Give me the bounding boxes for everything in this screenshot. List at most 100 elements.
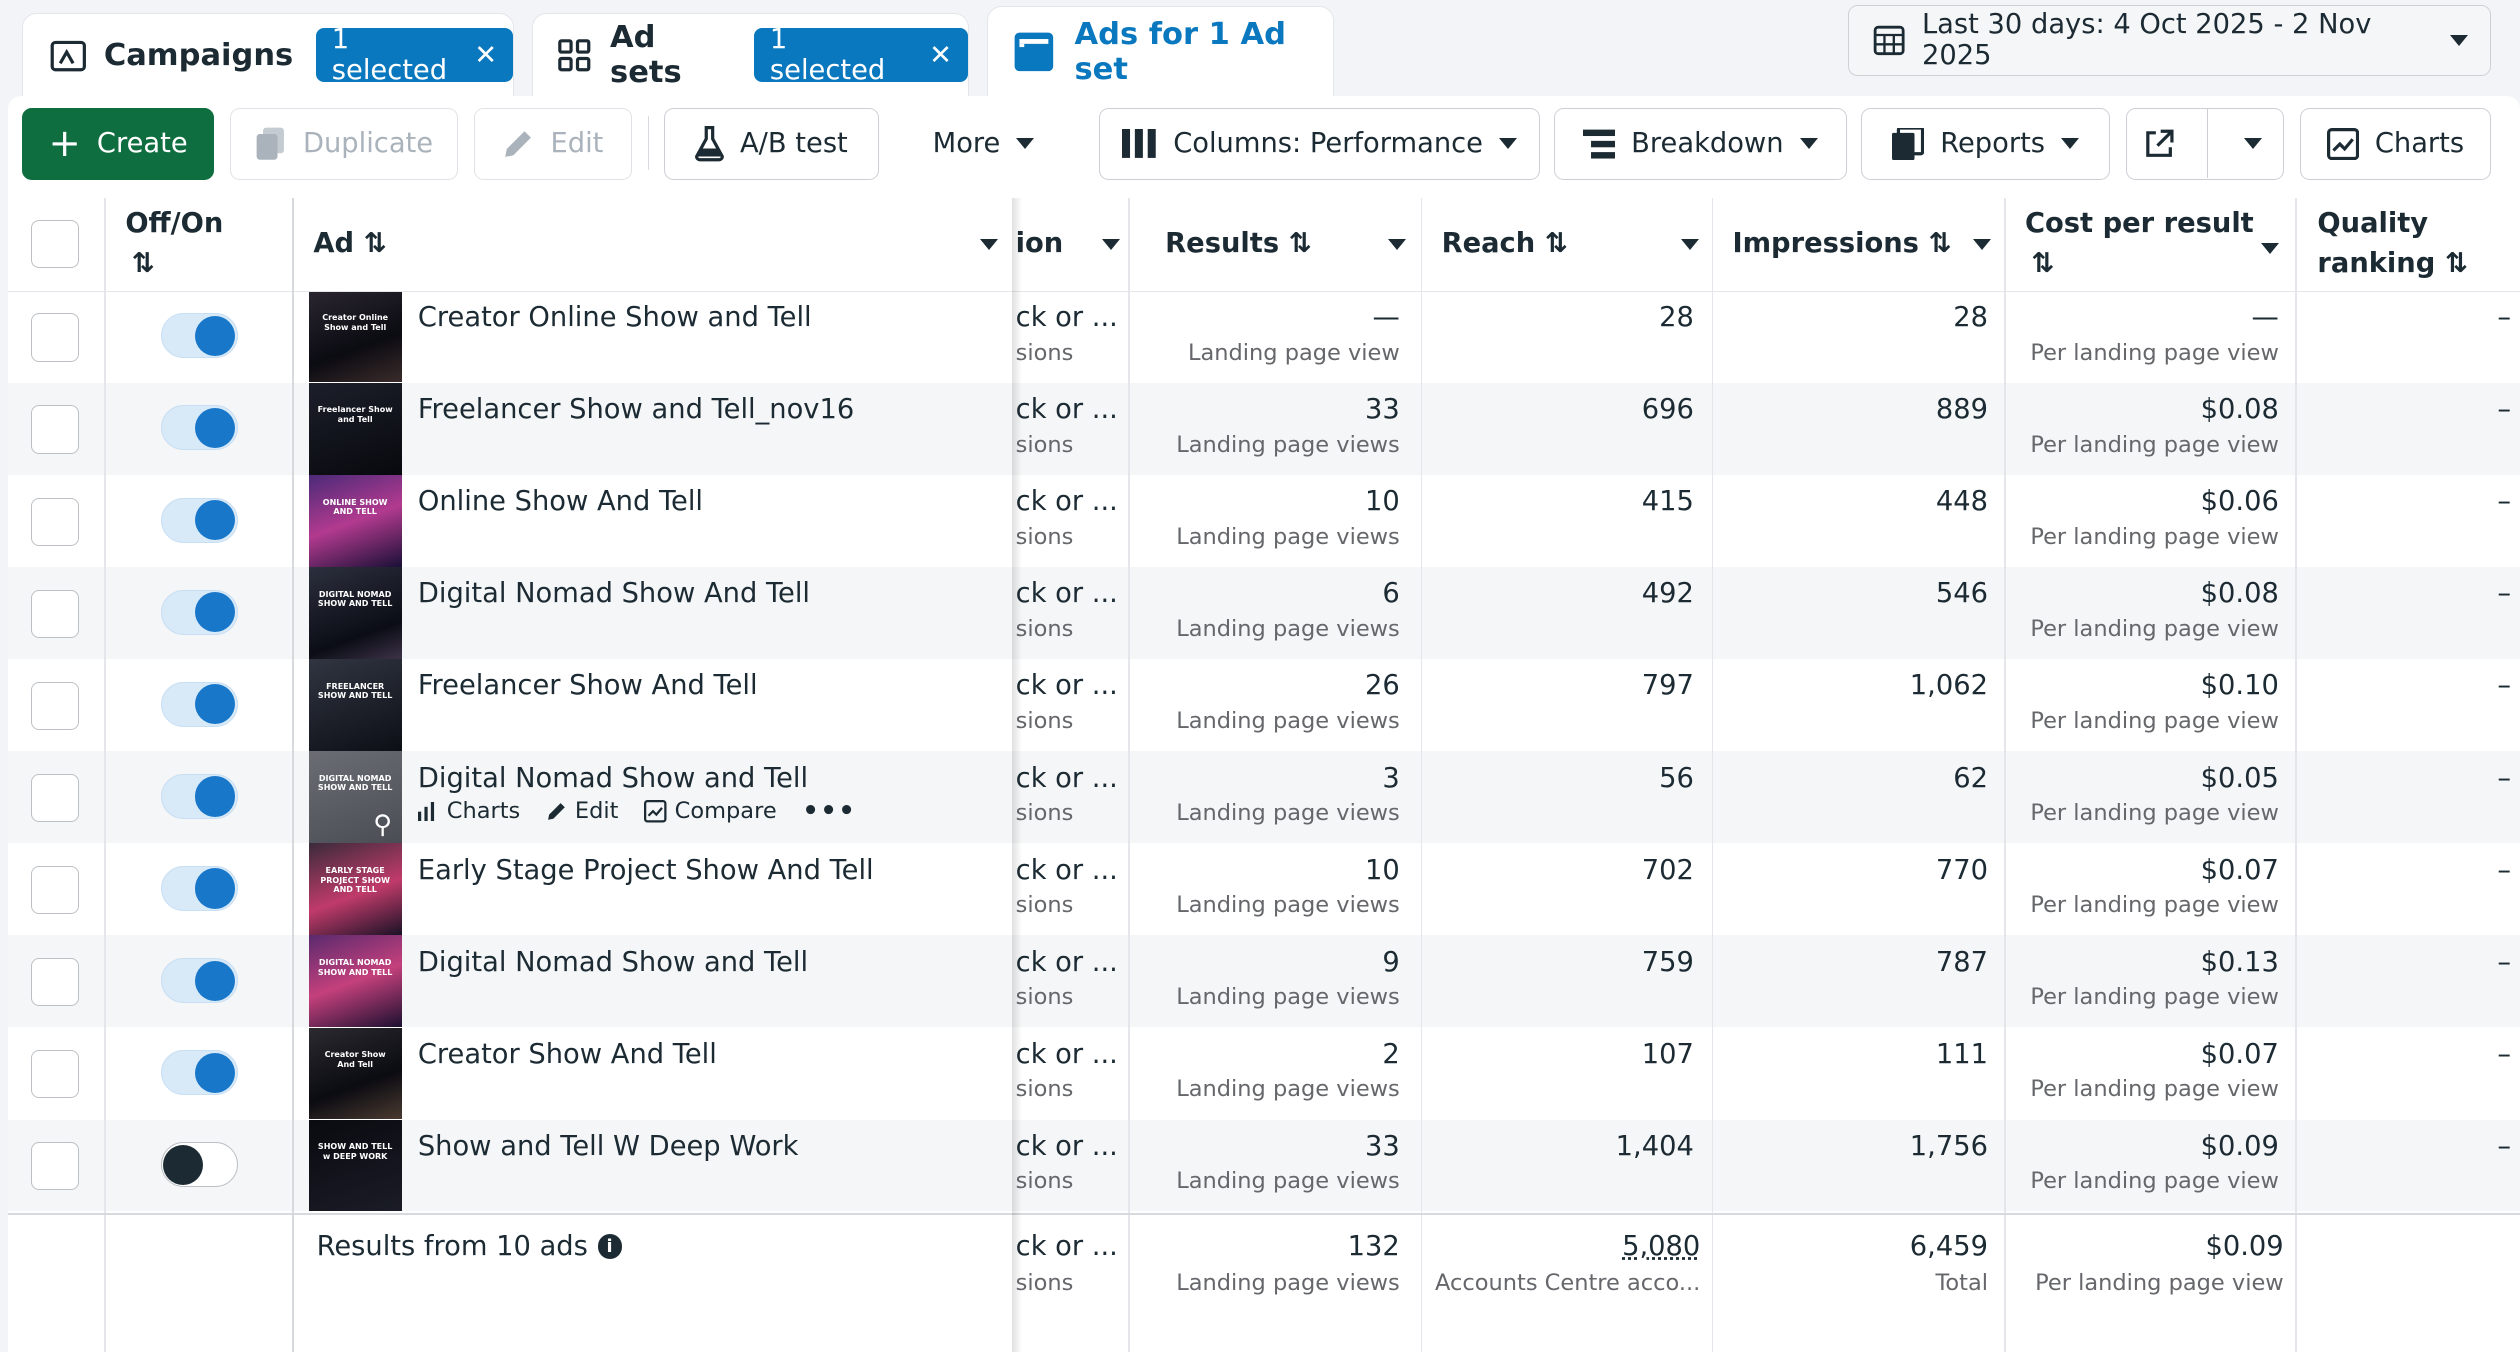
zoom-icon[interactable]: ⚲	[373, 809, 393, 840]
ad-toggle[interactable]	[160, 1142, 238, 1188]
export-icon[interactable]	[2127, 128, 2191, 160]
table-row[interactable]: FREELANCER SHOW AND TELL Freelancer Show …	[8, 659, 2520, 751]
row-checkbox[interactable]	[30, 497, 79, 546]
close-icon[interactable]: ✕	[474, 39, 498, 71]
edit-button[interactable]: Edit	[474, 107, 632, 180]
ad-thumbnail[interactable]: Creator Online Show and Tell	[308, 290, 402, 383]
row-checkbox[interactable]	[30, 957, 79, 1007]
ad-thumbnail[interactable]: DIGITAL NOMAD SHOW AND TELL	[308, 935, 402, 1028]
table-row[interactable]: EARLY STAGE PROJECT SHOW AND TELL Early S…	[8, 843, 2520, 935]
ad-name[interactable]: Show and Tell W Deep Work	[417, 1130, 799, 1162]
totals-reach-value[interactable]: 5,080	[1622, 1231, 1701, 1263]
ad-thumbnail[interactable]: DIGITAL NOMAD SHOW AND TELL ⚲	[308, 751, 402, 843]
reports-button[interactable]: Reports	[1861, 107, 2111, 180]
ad-name[interactable]: Creator Online Show and Tell	[417, 302, 812, 334]
more-button[interactable]: More	[895, 108, 1072, 180]
tab-ads[interactable]: Ads for 1 Ad set	[986, 6, 1334, 97]
ad-name[interactable]: Digital Nomad Show and Tell	[417, 762, 809, 794]
row-checkbox[interactable]	[30, 1050, 79, 1099]
row-compare-action[interactable]: Compare	[644, 798, 777, 824]
ad-toggle[interactable]	[160, 405, 238, 451]
ad-toggle[interactable]	[160, 865, 238, 911]
cost-value: $0.10	[2200, 670, 2279, 702]
ad-toggle[interactable]	[160, 773, 238, 819]
row-checkbox[interactable]	[30, 681, 79, 730]
ad-name[interactable]: Creator Show And Tell	[417, 1038, 717, 1070]
ad-name[interactable]: Online Show And Tell	[417, 486, 704, 518]
table-row[interactable]: ONLINE SHOW AND TELL Online Show And Tell…	[8, 475, 2520, 567]
ad-toggle[interactable]	[160, 681, 238, 727]
table-row[interactable]: DIGITAL NOMAD SHOW AND TELL Digital Nomad…	[8, 935, 2520, 1028]
select-all-checkbox[interactable]	[30, 220, 79, 269]
ad-toggle[interactable]	[160, 589, 238, 635]
duplicate-button[interactable]: Duplicate	[229, 107, 459, 180]
sort-icon[interactable]: ⇅	[2031, 248, 2055, 280]
date-range-picker[interactable]: Last 30 days: 4 Oct 2025 - 2 Nov 2025	[1848, 4, 2491, 76]
ad-thumbnail[interactable]: EARLY STAGE PROJECT SHOW AND TELL	[308, 843, 402, 935]
row-checkbox[interactable]	[30, 773, 79, 822]
ad-thumbnail[interactable]: Creator Show And Tell	[308, 1027, 402, 1120]
breakdown-button[interactable]: Breakdown	[1554, 107, 1847, 180]
ad-name[interactable]: Freelancer Show and Tell_nov16	[417, 394, 855, 426]
row-checkbox[interactable]	[30, 313, 79, 362]
ad-toggle[interactable]	[160, 957, 238, 1003]
table-row[interactable]: DIGITAL NOMAD SHOW AND TELL Digital Nomad…	[8, 567, 2520, 659]
row-checkbox[interactable]	[30, 405, 79, 454]
sort-icon[interactable]: ⇅	[363, 228, 387, 260]
chevron-down-icon[interactable]	[1680, 238, 1699, 250]
create-button[interactable]: + Create	[22, 107, 214, 180]
row-checkbox[interactable]	[30, 589, 79, 638]
sort-icon[interactable]: ⇅	[1544, 228, 1568, 260]
campaigns-selected-badge[interactable]: 1 selected ✕	[315, 24, 514, 86]
export-split-button[interactable]	[2126, 107, 2284, 180]
adsets-selected-badge[interactable]: 1 selected ✕	[753, 24, 969, 86]
column-header-ad[interactable]: Ad ⇅	[313, 198, 1004, 291]
sort-icon[interactable]: ⇅	[131, 248, 155, 280]
sort-icon[interactable]: ⇅	[1288, 228, 1312, 260]
column-header-objective[interactable]: ion	[1016, 198, 1121, 291]
chevron-down-icon[interactable]	[1973, 238, 1992, 250]
close-icon[interactable]: ✕	[929, 39, 952, 71]
table-row[interactable]: DIGITAL NOMAD SHOW AND TELL ⚲ Digital Noma…	[8, 751, 2520, 843]
tab-adsets[interactable]: Ad sets 1 selected ✕	[531, 12, 970, 97]
ad-thumbnail[interactable]: Freelancer Show and Tell	[308, 382, 402, 475]
table-row[interactable]: Freelancer Show and Tell Freelancer Show …	[8, 382, 2520, 475]
sort-icon[interactable]: ⇅	[1928, 228, 1952, 260]
column-header-cost-per-result[interactable]: Cost per result ⇅	[2025, 198, 2282, 291]
chevron-down-icon[interactable]	[2260, 242, 2279, 254]
ab-test-button[interactable]: A/B test	[663, 107, 880, 180]
row-charts-action[interactable]: Charts	[417, 798, 520, 824]
column-header-reach[interactable]: Reach ⇅	[1442, 198, 1699, 291]
table-row[interactable]: Creator Show And Tell Creator Show And Te…	[8, 1027, 2520, 1120]
table-row[interactable]: SHOW AND TELL w DEEP WORK Show and Tell W…	[8, 1119, 2520, 1212]
column-header-impressions[interactable]: Impressions ⇅	[1732, 198, 1992, 291]
charts-button[interactable]: Charts	[2299, 107, 2491, 180]
row-checkbox[interactable]	[30, 1142, 79, 1191]
ad-thumbnail[interactable]: FREELANCER SHOW AND TELL	[308, 659, 402, 751]
ad-toggle[interactable]	[160, 313, 238, 359]
column-header-quality-ranking[interactable]: Quality ranking ⇅	[2317, 198, 2519, 291]
ad-name[interactable]: Early Stage Project Show And Tell	[417, 854, 874, 886]
ad-name[interactable]: Freelancer Show And Tell	[417, 670, 758, 702]
ad-thumbnail[interactable]: SHOW AND TELL w DEEP WORK	[308, 1119, 402, 1212]
chevron-down-icon[interactable]	[980, 238, 998, 250]
chevron-down-icon[interactable]	[1388, 238, 1407, 250]
ad-name[interactable]: Digital Nomad Show and Tell	[417, 946, 809, 978]
ad-thumbnail[interactable]: ONLINE SHOW AND TELL	[308, 475, 402, 567]
ad-thumbnail[interactable]: DIGITAL NOMAD SHOW AND TELL	[308, 567, 402, 659]
column-header-offon[interactable]: Off/On ⇅	[125, 198, 286, 291]
column-header-results[interactable]: Results ⇅	[1165, 198, 1407, 291]
table-row[interactable]: Creator Online Show and Tell Creator Onli…	[8, 290, 2520, 383]
sort-icon[interactable]: ⇅	[2444, 248, 2468, 280]
ad-toggle[interactable]	[160, 1050, 238, 1096]
columns-button[interactable]: Columns: Performance	[1099, 107, 1540, 180]
export-dropdown[interactable]	[2224, 138, 2283, 150]
row-checkbox[interactable]	[30, 865, 79, 915]
more-options-icon[interactable]: •••	[802, 796, 857, 827]
row-edit-action[interactable]: Edit	[546, 798, 618, 824]
info-icon[interactable]: i	[597, 1234, 622, 1259]
tab-campaigns[interactable]: Campaigns 1 selected ✕	[22, 12, 515, 97]
ad-name[interactable]: Digital Nomad Show And Tell	[417, 578, 811, 610]
ad-toggle[interactable]	[160, 497, 238, 543]
chevron-down-icon[interactable]	[1102, 238, 1121, 250]
